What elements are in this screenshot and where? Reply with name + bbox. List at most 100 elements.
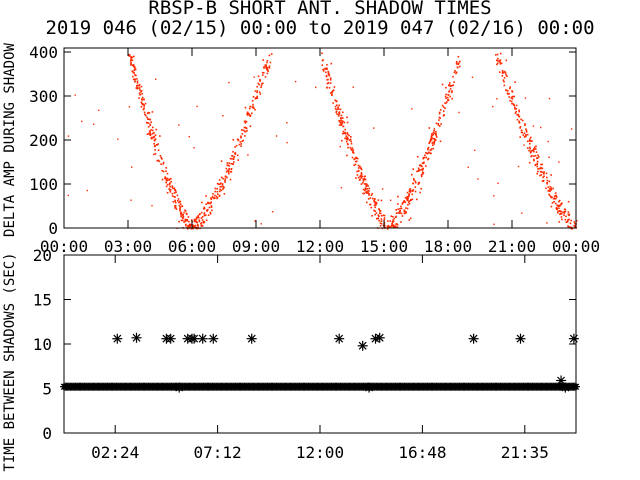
top-data-point (530, 136, 532, 139)
top-data-point (380, 222, 383, 225)
top-data-point (208, 206, 211, 209)
top-data-point (192, 224, 194, 226)
top-data-point (421, 162, 424, 164)
top-data-point (251, 106, 254, 109)
top-data-point (132, 71, 135, 74)
top-data-point (209, 211, 212, 214)
top-data-point (193, 218, 196, 221)
top-data-point (416, 198, 418, 201)
top-data-point (166, 178, 169, 180)
top-data-point (377, 199, 380, 201)
top-data-point (173, 187, 176, 190)
top-data-point (523, 136, 526, 138)
top-data-point (568, 218, 570, 221)
bottom-data-point (197, 333, 208, 344)
top-data-point (377, 214, 380, 216)
top-data-point (347, 137, 349, 140)
top-data-point (496, 59, 498, 62)
top-data-point (342, 117, 344, 119)
top-data-point (185, 223, 187, 226)
top-data-point (419, 164, 422, 166)
top-data-point (224, 175, 227, 178)
top-data-point (371, 192, 374, 195)
top-data-point (501, 71, 504, 73)
top-data-point (325, 67, 328, 69)
top-data-point (444, 107, 446, 109)
top-data-point (243, 126, 246, 129)
top-data-point (432, 144, 434, 146)
top-data-point (136, 80, 139, 83)
bottom-data-point (468, 333, 479, 344)
top-data-point (232, 156, 235, 159)
top-data-point (356, 170, 358, 173)
top-data-point (232, 151, 234, 153)
bottom-y-tick-label: 5 (42, 380, 52, 399)
top-data-point (509, 86, 511, 88)
top-data-point (128, 106, 131, 108)
top-data-point (159, 155, 162, 157)
top-data-point (397, 208, 399, 210)
top-data-point (248, 114, 251, 117)
top-data-point (455, 71, 458, 74)
top-data-point (334, 99, 336, 102)
top-data-point (151, 129, 154, 132)
top-data-point (224, 181, 226, 183)
top-data-point (347, 143, 349, 146)
top-data-point (348, 139, 351, 141)
top-data-point (240, 136, 242, 139)
top-data-point (340, 123, 342, 125)
top-data-point (449, 82, 451, 84)
top-data-point (165, 178, 167, 181)
top-data-point (166, 183, 169, 186)
top-data-point (421, 173, 424, 175)
top-data-point (515, 110, 517, 113)
top-data-point (514, 81, 516, 83)
top-data-point (386, 228, 389, 230)
top-data-point (363, 183, 366, 185)
top-data-point (147, 126, 150, 128)
top-data-point (379, 210, 382, 212)
top-data-point (357, 176, 360, 179)
top-data-point (563, 211, 566, 213)
top-data-point (342, 111, 344, 114)
top-data-point (417, 183, 420, 185)
top-data-point (345, 138, 348, 140)
top-data-point (449, 95, 451, 98)
top-data-point (328, 74, 330, 77)
top-data-point (339, 108, 342, 111)
top-data-point (359, 165, 361, 168)
top-data-point (352, 86, 354, 88)
top-data-point (530, 151, 532, 153)
top-data-point (171, 195, 174, 197)
top-data-point (248, 107, 251, 110)
top-data-point (349, 138, 352, 141)
top-data-point (459, 60, 461, 63)
top-data-point (411, 108, 413, 110)
top-data-point (203, 213, 206, 215)
top-data-point (439, 140, 442, 143)
top-data-point (414, 186, 417, 188)
top-data-point (559, 213, 561, 216)
top-data-point (455, 62, 458, 64)
top-data-point (180, 219, 183, 222)
top-data-point (446, 101, 448, 103)
top-data-point (518, 120, 520, 123)
top-data-point (397, 212, 400, 214)
top-data-point (567, 213, 570, 216)
top-data-point (254, 220, 256, 222)
top-data-point (162, 161, 165, 164)
top-data-point (238, 143, 241, 146)
top-data-point (537, 154, 539, 156)
top-data-point (260, 86, 262, 88)
top-data-point (346, 132, 349, 134)
top-data-point (408, 194, 410, 196)
top-data-point (554, 202, 557, 205)
top-data-point (336, 113, 338, 115)
top-data-point (359, 174, 362, 177)
top-data-point (139, 89, 141, 91)
top-axis-ticks: 0 100 200 300 400 00:00 03:00 06:00 09:00 12:00 15… (29, 43, 600, 256)
top-data-point (346, 116, 348, 119)
top-data-point (365, 185, 368, 188)
top-data-point (216, 190, 219, 193)
